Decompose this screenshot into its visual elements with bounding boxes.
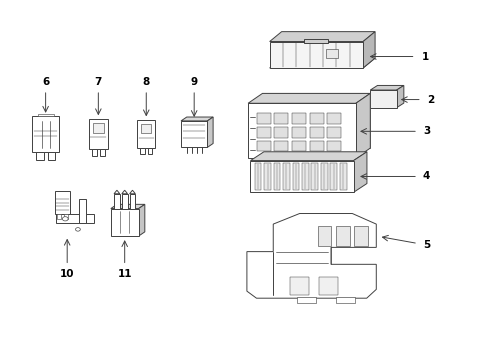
Polygon shape — [114, 190, 120, 194]
Bar — [122, 194, 127, 208]
Bar — [297, 297, 316, 303]
Bar — [100, 149, 105, 156]
Bar — [114, 194, 120, 208]
Bar — [291, 127, 305, 138]
Circle shape — [75, 228, 80, 231]
Bar — [369, 90, 396, 108]
Bar — [354, 226, 367, 246]
Polygon shape — [207, 117, 213, 147]
Text: 9: 9 — [190, 77, 197, 87]
Bar — [111, 208, 138, 236]
Bar — [36, 152, 43, 159]
Bar — [48, 152, 55, 159]
Bar — [317, 226, 331, 246]
Bar — [254, 163, 261, 190]
Bar — [256, 127, 270, 138]
Bar — [291, 141, 305, 152]
Bar — [291, 113, 305, 124]
Text: 4: 4 — [422, 171, 429, 181]
Bar — [256, 141, 270, 152]
Bar — [318, 277, 337, 294]
Text: 3: 3 — [422, 126, 429, 136]
Bar — [327, 127, 341, 138]
Text: 6: 6 — [42, 77, 49, 87]
Text: 7: 7 — [95, 77, 102, 87]
Bar — [336, 226, 349, 246]
Bar — [247, 103, 355, 158]
Bar — [311, 163, 318, 190]
Polygon shape — [111, 204, 144, 208]
Bar — [92, 149, 96, 156]
Polygon shape — [369, 85, 403, 90]
Bar — [339, 163, 346, 190]
Bar — [38, 114, 53, 117]
Bar — [181, 121, 207, 147]
Bar — [325, 49, 337, 58]
Bar — [137, 120, 155, 148]
Bar — [89, 119, 108, 149]
Bar — [93, 123, 103, 132]
Bar — [79, 198, 85, 223]
Bar — [32, 117, 59, 152]
Bar — [64, 215, 67, 219]
Text: 2: 2 — [426, 95, 433, 104]
Polygon shape — [269, 58, 374, 68]
Bar — [302, 163, 308, 190]
Text: 8: 8 — [142, 77, 150, 87]
Bar — [148, 148, 152, 154]
Bar — [304, 39, 328, 43]
Polygon shape — [250, 152, 366, 161]
Bar — [309, 141, 323, 152]
Bar — [273, 163, 280, 190]
Polygon shape — [363, 32, 374, 68]
Bar — [57, 215, 61, 219]
Polygon shape — [353, 152, 366, 192]
Bar — [140, 148, 144, 154]
Bar — [256, 113, 270, 124]
Bar — [309, 113, 323, 124]
Bar — [320, 163, 327, 190]
Bar — [250, 161, 353, 192]
Bar — [141, 124, 151, 133]
Bar — [327, 113, 341, 124]
Bar — [327, 141, 341, 152]
Bar — [309, 127, 323, 138]
Bar — [274, 127, 287, 138]
Bar — [283, 163, 289, 190]
Bar — [269, 41, 363, 68]
Bar — [129, 194, 135, 208]
Text: 1: 1 — [421, 51, 428, 62]
Polygon shape — [138, 204, 144, 236]
Polygon shape — [129, 190, 135, 194]
Bar — [56, 215, 94, 223]
Text: 5: 5 — [422, 240, 429, 250]
Bar — [55, 192, 70, 215]
Polygon shape — [262, 93, 369, 148]
Bar — [264, 163, 270, 190]
Text: 10: 10 — [60, 269, 74, 279]
Polygon shape — [122, 190, 127, 194]
Polygon shape — [246, 213, 376, 298]
Polygon shape — [247, 93, 369, 103]
Circle shape — [62, 217, 68, 221]
Polygon shape — [355, 93, 369, 158]
Polygon shape — [269, 32, 374, 41]
Polygon shape — [181, 117, 213, 121]
Bar — [289, 277, 308, 294]
Bar — [292, 163, 299, 190]
Bar — [274, 113, 287, 124]
Bar — [335, 297, 354, 303]
Polygon shape — [396, 85, 403, 108]
Text: 11: 11 — [117, 269, 132, 279]
Bar — [274, 141, 287, 152]
Bar — [330, 163, 337, 190]
